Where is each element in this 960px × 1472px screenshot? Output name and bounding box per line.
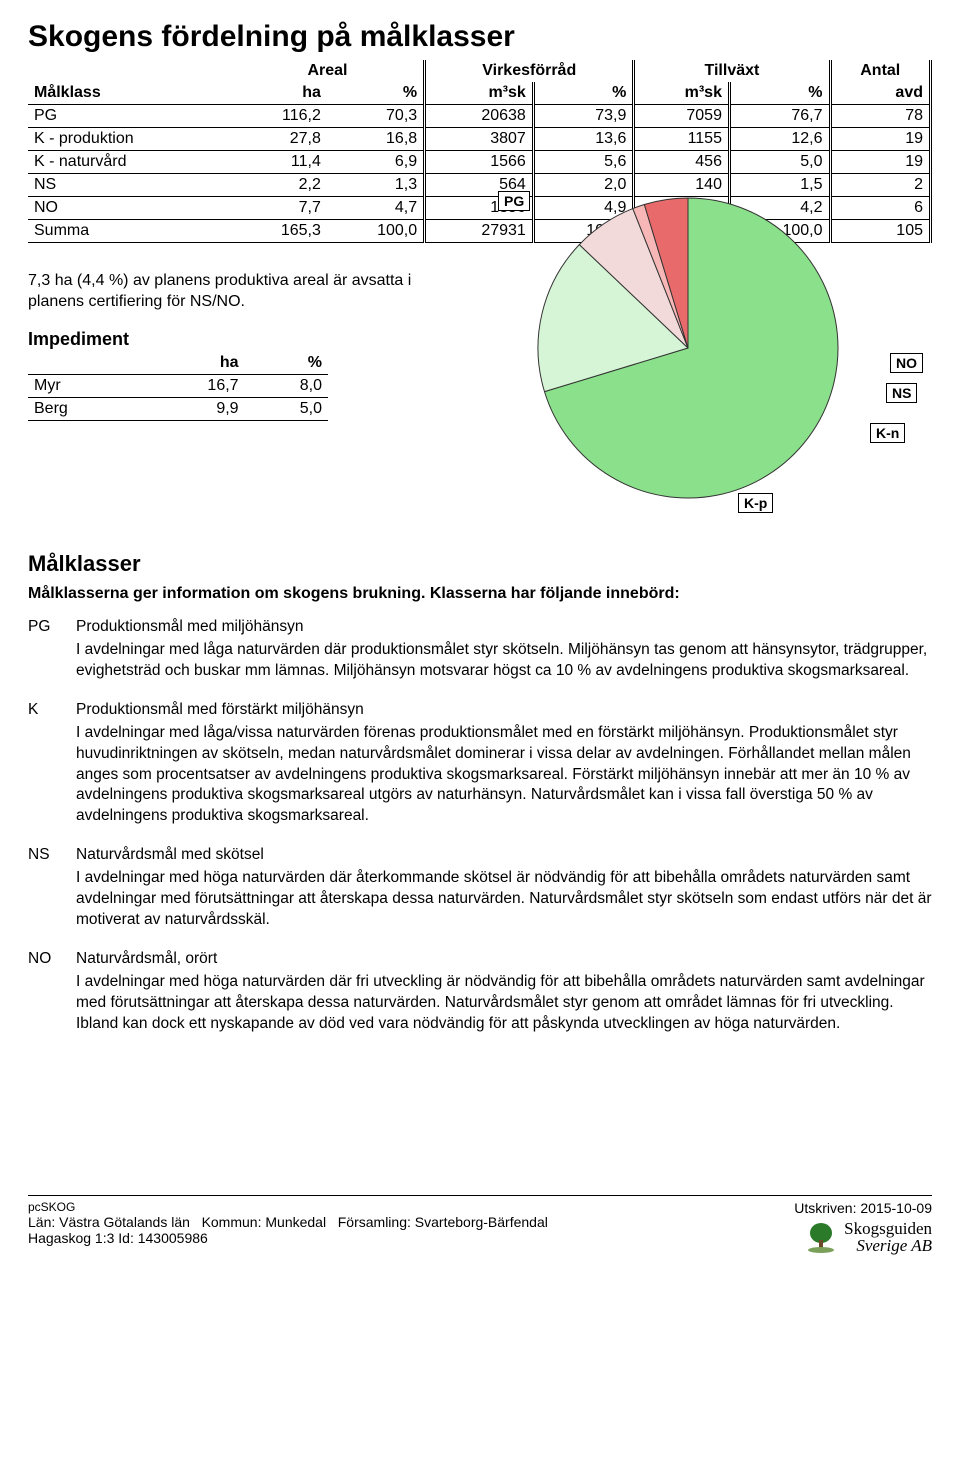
table-row: PG116,270,32063873,9705976,778 <box>28 105 931 128</box>
skogsguiden-logo: Skogsguiden Sverige AB <box>804 1220 932 1254</box>
forsamling-value: Svarteborg-Bärfendal <box>415 1214 548 1230</box>
logo-line1: Skogsguiden <box>844 1220 932 1237</box>
lan-label: Län: <box>28 1214 55 1230</box>
page-footer: pcSKOG Län: Västra Götalands län Kommun:… <box>28 1195 932 1257</box>
col-m3sk1: m³sk <box>425 82 534 105</box>
utskriven-date: 2015-10-09 <box>860 1200 932 1216</box>
col-ha: ha <box>232 82 327 105</box>
impediment-title: Impediment <box>28 329 328 350</box>
desc-NS: NS Naturvårdsmål med skötsel I avdelning… <box>28 845 932 931</box>
impediment-table: ha % Myr16,78,0Berg9,95,0 <box>28 352 328 421</box>
pie-label-K-p: K-p <box>738 493 773 513</box>
group-virkes: Virkesförråd <box>425 60 634 82</box>
forsamling-label: Församling: <box>338 1214 411 1230</box>
table-row: Berg9,95,0 <box>28 397 328 420</box>
pie-label-K-n: K-n <box>870 423 905 443</box>
malklasser-heading: Målklasser <box>28 551 932 577</box>
desc-body-text: I avdelningar med låga naturvärden där p… <box>76 640 932 682</box>
pie-label-NS: NS <box>886 383 917 403</box>
col-avd: avd <box>830 82 931 105</box>
desc-K: K Produktionsmål med förstärkt miljöhäns… <box>28 700 932 828</box>
table-row: Myr16,78,0 <box>28 374 328 397</box>
col-malklass: Målklass <box>28 82 232 105</box>
desc-title: Produktionsmål med förstärkt miljöhänsyn <box>76 700 932 721</box>
group-areal: Areal <box>232 60 425 82</box>
desc-body-text: I avdelningar med höga naturvärden där f… <box>76 972 932 1035</box>
col-m3sk2: m³sk <box>634 82 730 105</box>
desc-title: Naturvårdsmål med skötsel <box>76 845 932 866</box>
footer-line2: Hagaskog 1:3 Id: 143005986 <box>28 1230 548 1246</box>
desc-key: NO <box>28 949 58 1035</box>
pie-label-NO: NO <box>890 353 923 373</box>
col-pct1: % <box>327 82 425 105</box>
logo-line2: Sverige AB <box>856 1236 932 1255</box>
kommun-value: Munkedal <box>265 1214 326 1230</box>
desc-key: K <box>28 700 58 828</box>
group-antal: Antal <box>830 60 931 82</box>
lan-value: Västra Götalands län <box>59 1214 190 1230</box>
pie-chart: PG NO NS K-n K-p <box>478 173 938 533</box>
desc-title: Naturvårdsmål, orört <box>76 949 932 970</box>
desc-body-text: I avdelningar med höga naturvärden där å… <box>76 868 932 931</box>
malklasser-intro: Målklasserna ger information om skogens … <box>28 585 932 603</box>
kommun-label: Kommun: <box>202 1214 262 1230</box>
desc-key: PG <box>28 617 58 682</box>
group-tillvaxt: Tillväxt <box>634 60 830 82</box>
table-row: K - naturvård11,46,915665,64565,019 <box>28 151 931 174</box>
desc-NO: NO Naturvårdsmål, orört I avdelningar me… <box>28 949 932 1035</box>
desc-title: Produktionsmål med miljöhänsyn <box>76 617 932 638</box>
page-title: Skogens fördelning på målklasser <box>28 20 932 54</box>
pie-label-PG: PG <box>498 191 530 211</box>
desc-PG: PG Produktionsmål med miljöhänsyn I avde… <box>28 617 932 682</box>
utskriven-label: Utskriven: <box>794 1200 856 1216</box>
table-row: K - produktion27,816,8380713,6115512,619 <box>28 128 931 151</box>
note-text: 7,3 ha (4,4 %) av planens produktiva are… <box>28 271 448 313</box>
desc-key: NS <box>28 845 58 931</box>
pcskog-label: pcSKOG <box>28 1200 548 1214</box>
col-pct2: % <box>533 82 634 105</box>
col-pct3: % <box>729 82 830 105</box>
desc-body-text: I avdelningar med låga/vissa naturvärden… <box>76 723 932 828</box>
